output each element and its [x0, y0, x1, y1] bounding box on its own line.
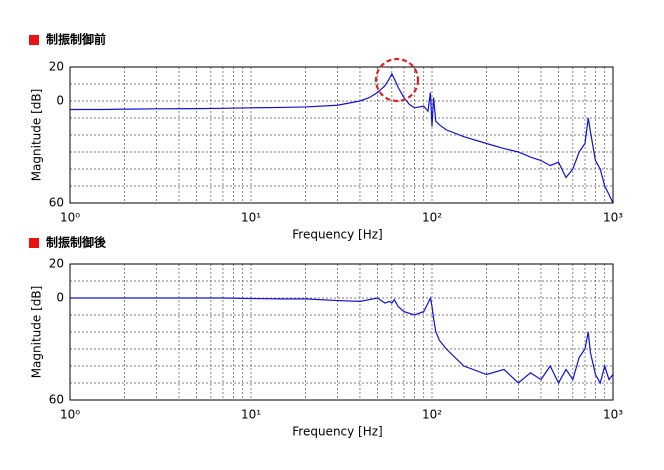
plot-frame	[69, 66, 614, 204]
x-tick-label: 10¹	[241, 211, 261, 225]
y-tick-label: 20	[49, 257, 64, 271]
x-tick-label: 10⁰	[60, 211, 80, 225]
x-axis-label: Frequency [Hz]	[292, 425, 383, 439]
heading-marker	[29, 238, 39, 248]
data-line	[70, 296, 614, 385]
x-tick-label: 10³	[603, 408, 623, 422]
y-tick-label: 60	[49, 393, 64, 407]
y-tick-label: 0	[56, 291, 64, 305]
x-tick-label: 10¹	[241, 408, 261, 422]
chart-title: 制振制御前	[46, 32, 106, 47]
x-tick-label: 10²	[422, 408, 442, 422]
y-tick-label: 0	[56, 94, 64, 108]
data-line	[70, 72, 614, 204]
x-tick-label: 10²	[422, 211, 442, 225]
y-axis-label: Magnitude [dB]	[30, 89, 44, 182]
heading-marker	[29, 35, 39, 45]
x-axis-label: Frequency [Hz]	[292, 228, 383, 242]
y-tick-label: 20	[49, 60, 64, 74]
highlight-circle	[374, 57, 420, 103]
y-tick-label: 60	[49, 196, 64, 210]
x-tick-label: 10⁰	[60, 408, 80, 422]
chart-title: 制振制御後	[46, 235, 107, 250]
y-axis-label: Magnitude [dB]	[30, 286, 44, 379]
x-tick-label: 10³	[603, 211, 623, 225]
plot-frame	[69, 263, 614, 401]
